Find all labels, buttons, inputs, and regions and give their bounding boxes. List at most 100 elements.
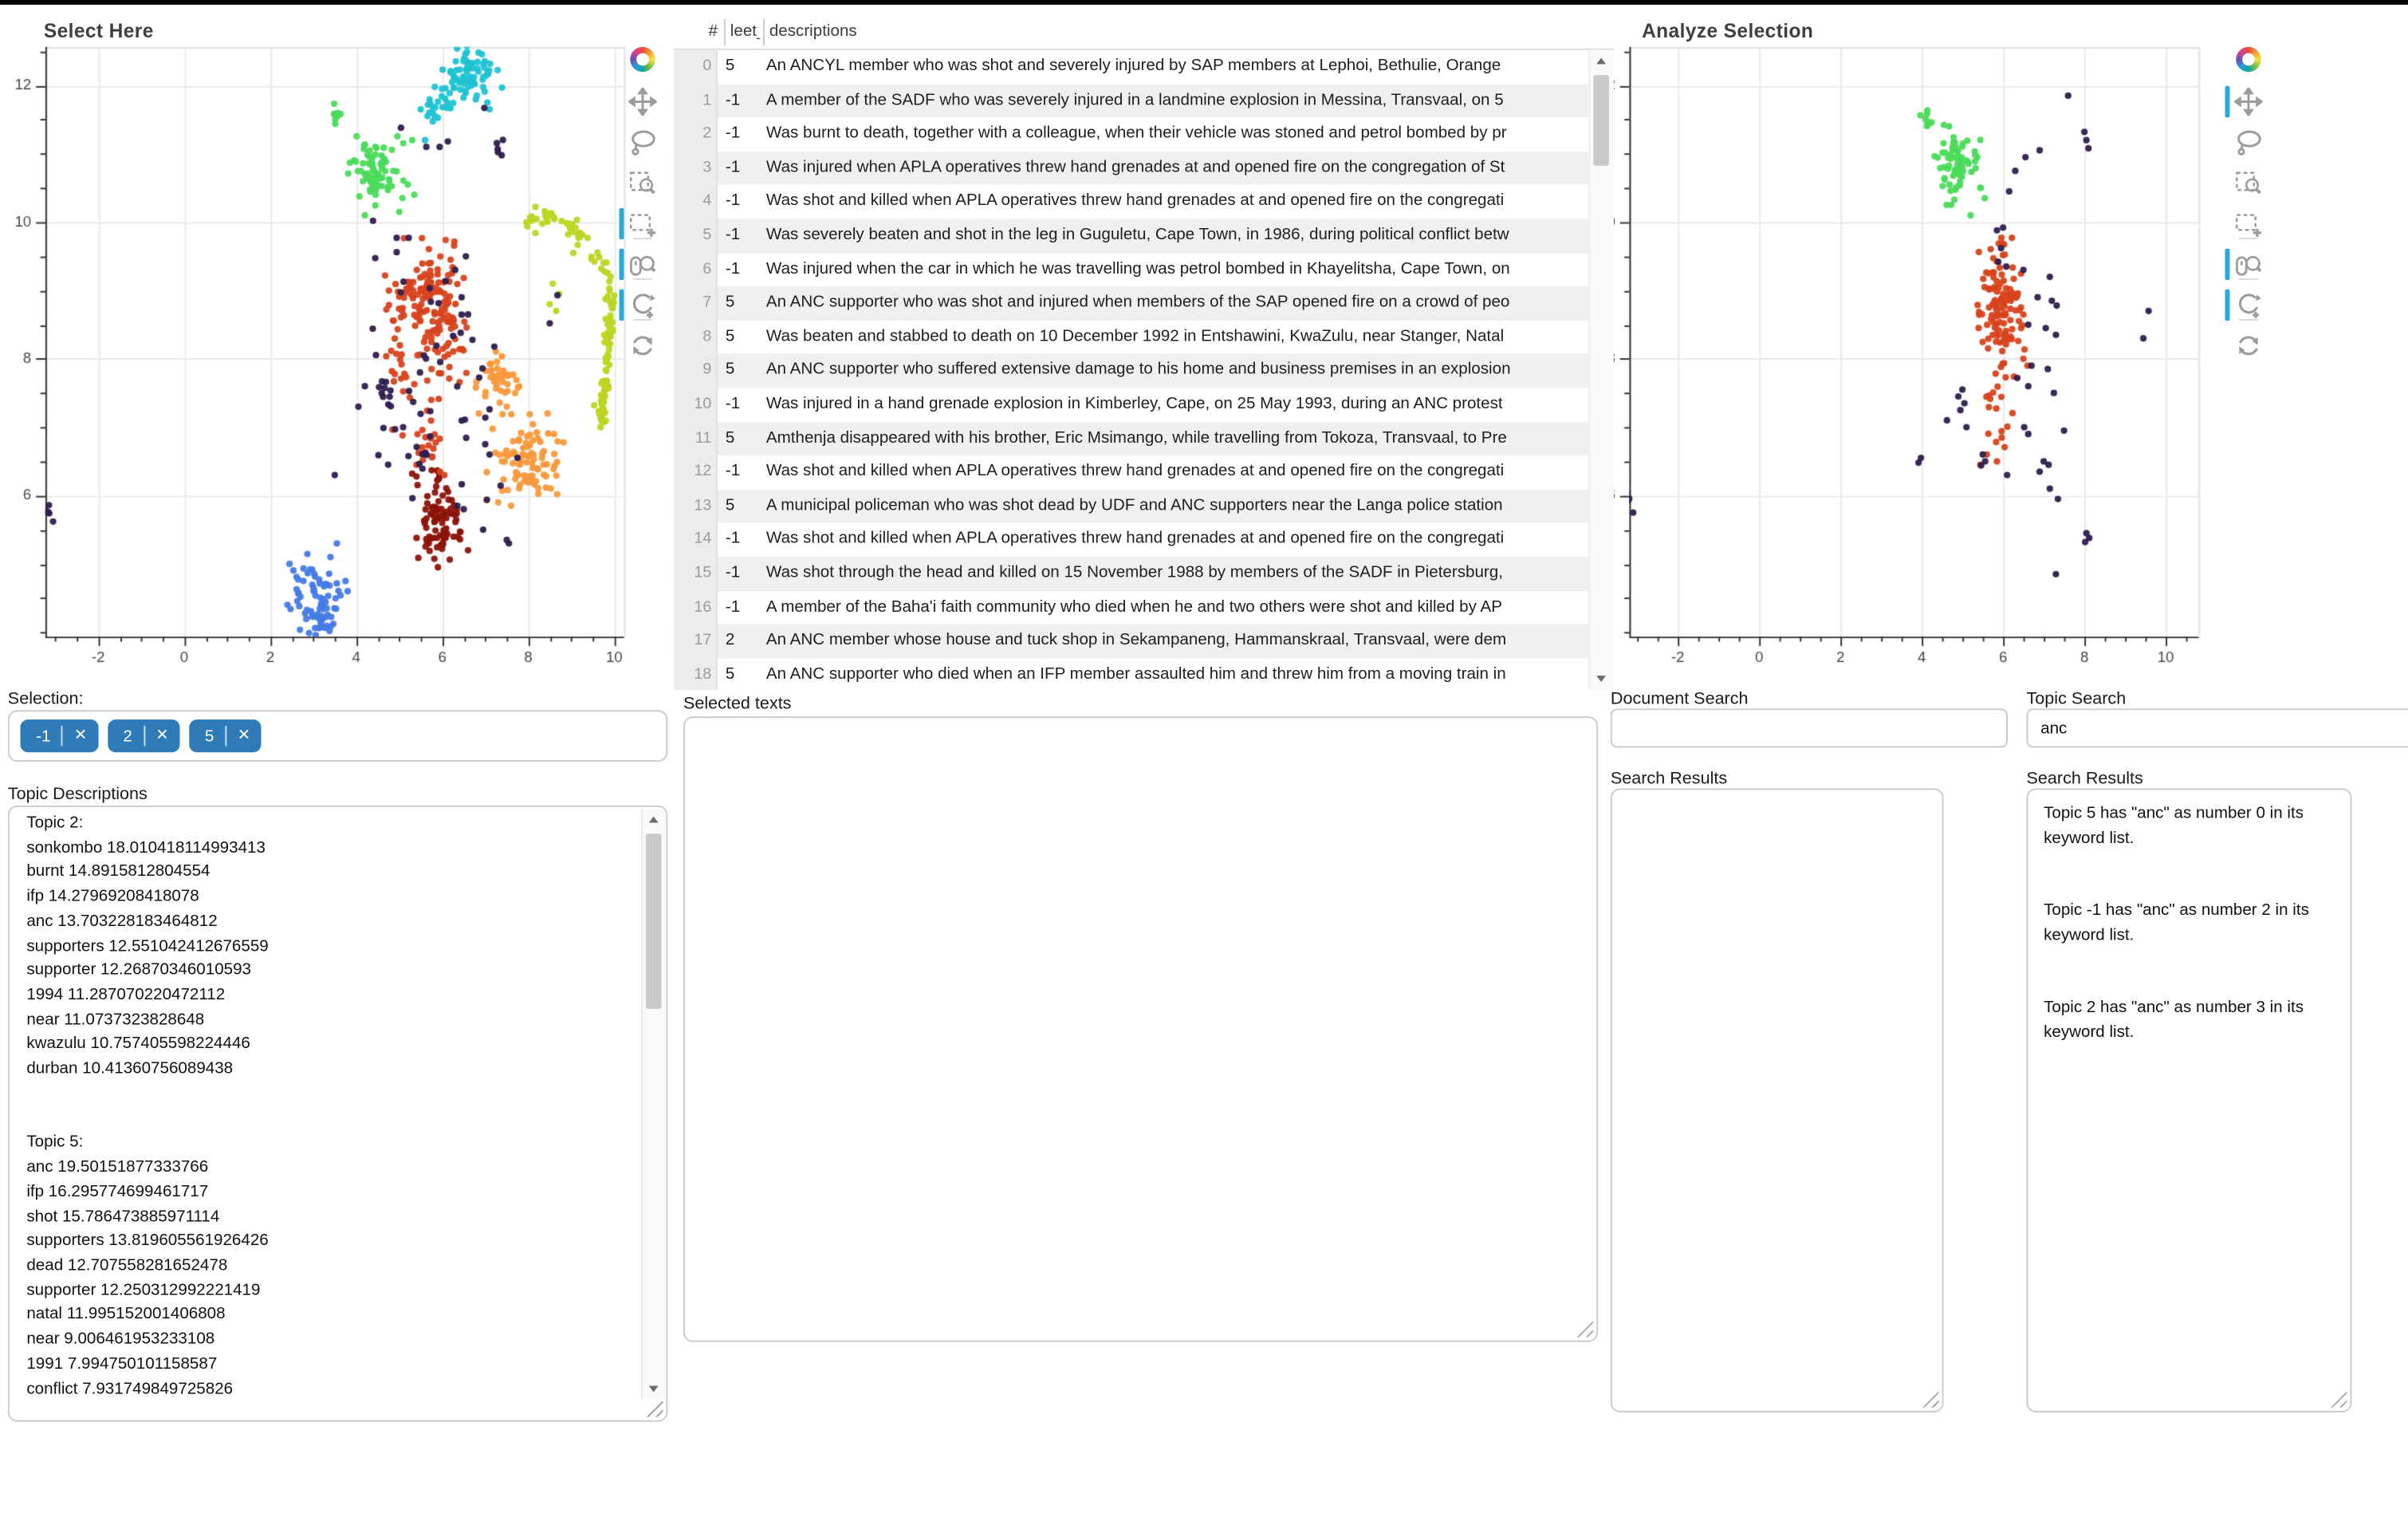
row-topic-label: -1 [725,191,741,211]
row-index: 8 [674,320,718,354]
toolbar-separator [633,238,652,240]
table-row[interactable]: 4 -1 Was shot and killed when APLA operati… [674,185,1588,219]
table-row[interactable]: 17 2 An ANC member whose house and tuck sh… [674,624,1589,658]
zoom-in-icon[interactable] [628,291,656,319]
row-index: 4 [674,185,718,219]
scroll-up-icon[interactable] [643,809,664,830]
wheel-zoom-icon[interactable] [2234,250,2262,278]
row-index: 7 [674,286,718,321]
selection-chip[interactable]: 5 ✕ [189,719,262,753]
topic-search-results-label: Search Results [2026,769,2143,789]
chip-remove-icon[interactable]: ✕ [237,726,251,744]
table-row[interactable]: 6 -1 Was injured when the car in which he … [674,252,1588,287]
table-row[interactable]: 15 -1 Was shot through the head and killed… [674,556,1589,591]
row-index: 6 [674,252,718,287]
box-zoom-icon[interactable] [2234,169,2262,197]
selection-chip[interactable]: -1 ✕ [20,719,99,753]
row-topic-label: 5 [725,664,735,684]
pan-icon[interactable] [2234,87,2263,116]
table-row[interactable]: 10 -1 Was injured in a hand grenade explos… [674,388,1588,422]
table-row[interactable]: 2 -1 Was burnt to death, together with a c… [674,117,1588,152]
wheel-zoom-icon[interactable] [628,250,656,278]
row-topic-label: 5 [725,495,735,514]
row-description: A municipal policeman who was shot dead … [765,495,1503,514]
resize-handle[interactable] [2329,1390,2347,1408]
topic-descriptions-scrollbar-thumb[interactable] [645,833,662,1009]
table-row[interactable]: 7 5 An ANC supporter who was shot and inju… [674,286,1589,321]
zoom-in-icon[interactable] [2234,291,2262,319]
table-row[interactable]: 9 5 An ANC supporter who suffered extensiv… [674,353,1589,388]
box-select-icon[interactable] [628,210,656,238]
row-topic-label: -1 [725,258,741,278]
chip-divider [61,725,64,747]
reset-icon[interactable] [2234,332,2262,360]
table-row[interactable]: 13 5 A municipal policeman who was shot de… [674,489,1589,523]
row-topic-label: -1 [725,225,741,244]
bokeh-logo[interactable] [630,46,655,73]
row-index: 16 [674,590,718,625]
box-select-icon[interactable] [2234,210,2262,238]
table-row[interactable]: 3 -1 Was injured when APLA operatives thre… [674,151,1589,186]
selected-texts-textarea[interactable] [683,716,1599,1342]
chip-label: -1 [36,726,51,746]
row-index: 12 [674,455,718,490]
topic-descriptions-textarea[interactable]: Topic 2: sonkombo 18.010418114993413 bur… [7,805,668,1422]
table-header-row: # leet_l descriptions [674,15,1614,50]
row-description: Was injured in a hand grenade explosion … [765,394,1503,413]
table-scrollbar[interactable] [1588,49,1614,690]
document-search-results-content [1627,802,1923,1398]
pan-icon[interactable] [628,87,657,116]
selection-chip[interactable]: 2 ✕ [107,719,180,753]
table-row[interactable]: 11 5 Amthenja disappeared with his brother… [674,421,1589,455]
column-header-topic[interactable]: leet_l [730,22,760,41]
row-description: Was shot and killed when APLA operatives… [765,461,1505,481]
row-topic-label: 5 [725,293,735,312]
row-index: 5 [674,219,718,253]
scroll-up-icon[interactable] [1590,50,1611,72]
table-row[interactable]: 18 5 An ANC supporter who died when an IFP… [674,657,1588,690]
active-tool-indicator [619,289,624,321]
table-row[interactable]: 8 5 Was beaten and stabbed to death on 10 … [674,320,1588,354]
table-row[interactable]: 12 -1 Was shot and killed when APLA operat… [674,455,1588,490]
chip-divider [225,725,226,747]
topic-descriptions-scrollbar[interactable] [641,808,667,1401]
resize-handle[interactable] [645,1400,663,1417]
chip-remove-icon[interactable]: ✕ [73,726,88,744]
row-topic-label: 2 [725,630,735,650]
table-row[interactable]: 0 5 An ANCYL member who was shot and sever… [674,49,1588,85]
table-row[interactable]: 1 -1 A member of the SADF who was severely… [674,84,1589,118]
topic-search-input[interactable] [2026,708,2408,748]
scroll-down-icon[interactable] [1590,668,1611,689]
resize-handle[interactable] [1576,1320,1594,1338]
reset-icon[interactable] [628,332,656,360]
row-topic-label: 5 [725,360,735,380]
table-row[interactable]: 5 -1 Was severely beaten and shot in the l… [674,219,1589,253]
document-search-input[interactable] [1610,708,2008,748]
table-row[interactable]: 16 -1 A member of the Baha'i faith communi… [674,590,1588,625]
row-topic-label: -1 [725,394,741,413]
row-index: 9 [674,353,718,388]
table-scrollbar-thumb[interactable] [1593,75,1609,166]
resize-handle[interactable] [1922,1390,1939,1408]
chip-remove-icon[interactable]: ✕ [155,726,169,744]
selection-label: Selection: [7,689,84,709]
bokeh-logo[interactable] [2236,46,2261,73]
document-search-results-textarea[interactable] [1610,788,1944,1413]
lasso-select-icon[interactable] [2234,128,2262,156]
row-index: 2 [674,117,718,152]
chip-divider [143,725,145,747]
selection-chips-box[interactable]: -1 ✕ 2 ✕ 5 ✕ [7,710,668,762]
active-tool-indicator [2225,289,2229,321]
screen-top-bar [0,0,2408,5]
scroll-down-icon[interactable] [643,1378,664,1400]
lasso-select-icon[interactable] [628,128,656,156]
toolbar-separator [2239,319,2258,321]
box-zoom-icon[interactable] [628,169,656,197]
row-topic-label: -1 [725,461,741,481]
row-index: 15 [674,556,718,591]
column-header-descriptions[interactable]: descriptions [769,22,857,41]
topic-search-results-textarea[interactable]: Topic 5 has "anc" as number 0 in its key… [2026,788,2352,1413]
table-row[interactable]: 14 -1 Was shot and killed when APLA operat… [674,522,1588,557]
column-header-index[interactable]: # [708,22,718,41]
